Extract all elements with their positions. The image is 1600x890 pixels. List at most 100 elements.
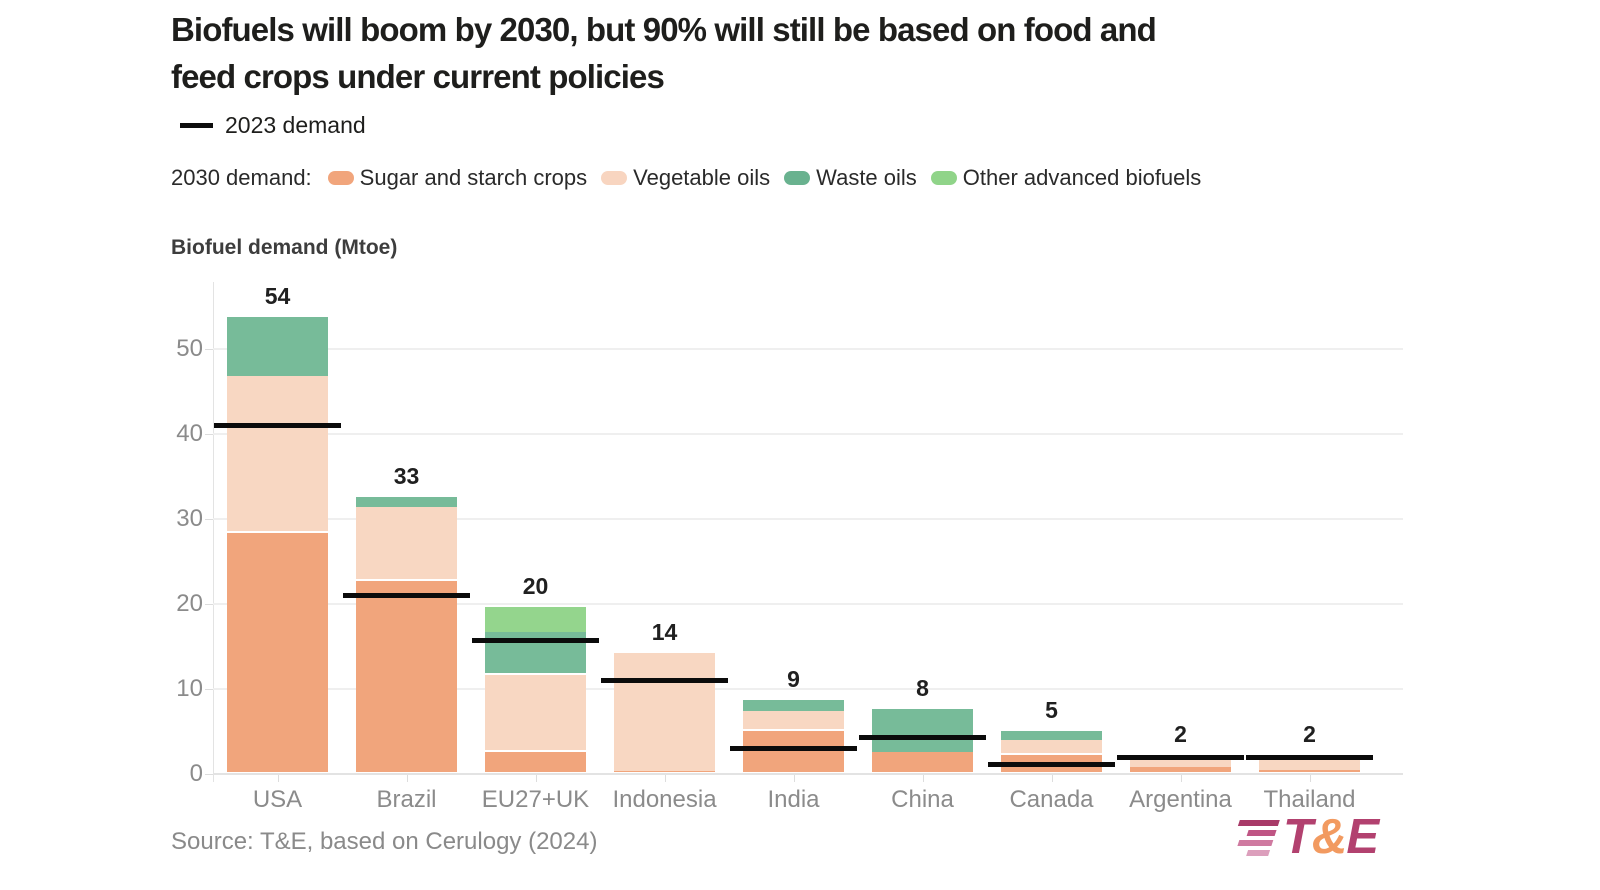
bar-total-label-Thailand: 2 [1303, 720, 1316, 747]
te-logo-stripe-0 [1237, 820, 1280, 826]
x-category-label-Canada: Canada [1009, 786, 1094, 813]
bar-segment-EU27+UK-0 [485, 751, 586, 772]
bar-segment-USA-0 [227, 533, 328, 772]
demand-2023-line-EU27+UK [472, 638, 599, 644]
y-tick-label-10: 10 [176, 675, 203, 702]
waste-oils-swatch [784, 171, 811, 185]
y-axis-title: Biofuel demand (Mtoe) [171, 236, 398, 259]
demand-2023-line-USA [214, 423, 341, 428]
te-logo-letter-e: E [1346, 810, 1379, 864]
te-logo-text: T&E [1282, 810, 1379, 864]
te-logo-stripe-3 [1246, 850, 1271, 856]
y-axis-line [213, 282, 214, 782]
bar-segment-USA-2 [227, 316, 328, 377]
bar-segment-China-0 [872, 751, 973, 772]
bar-total-label-USA: 54 [264, 282, 291, 309]
te-logo-letter-t: T [1282, 810, 1313, 864]
demand-2023-line-Argentina [1117, 755, 1244, 761]
x-category-label-Brazil: Brazil [376, 786, 437, 813]
y-tick-label-0: 0 [189, 760, 203, 787]
legend-2030-demand: 2030 demand: Sugar and starch crops Vege… [171, 165, 1201, 191]
y-tick-label-40: 40 [176, 420, 203, 447]
sugar-starch-swatch [327, 171, 354, 185]
x-tick-mark-China [922, 775, 924, 782]
y-tick-mark-30 [205, 519, 213, 520]
other-advanced-swatch [930, 171, 957, 185]
x-category-label-EU27+UK: EU27+UK [481, 786, 590, 813]
x-tick-mark-Canada [1051, 775, 1053, 782]
y-tick-label-50: 50 [176, 335, 203, 362]
bar-segment-India-2 [743, 700, 844, 712]
y-tick-mark-10 [205, 689, 213, 690]
x-category-label-Thailand: Thailand [1263, 786, 1356, 813]
demand-2023-line-China [859, 734, 986, 740]
y-tick-mark-50 [205, 349, 213, 350]
y-tick-mark-20 [205, 604, 213, 605]
gridline-30 [213, 518, 1403, 520]
bar-segment-USA-1 [227, 376, 328, 532]
bar-segment-China-2 [872, 708, 973, 752]
legend-2023-label: 2023 demand [225, 112, 366, 138]
gridline-20 [213, 603, 1403, 605]
bar-segment-Brazil-1 [356, 507, 457, 580]
gridline-50 [213, 348, 1403, 350]
legend-2023-demand: 2023 demand [180, 112, 366, 139]
legend-2030-prefix: 2030 demand: [171, 165, 312, 190]
chart-title: Biofuels will boom by 2030, but 90% will… [171, 6, 1431, 100]
demand-2023-line-Canada [988, 762, 1115, 768]
demand-line-swatch [180, 123, 213, 128]
y-tick-mark-40 [205, 434, 213, 435]
legend-item-sugar-starch: Sugar and starch crops [327, 165, 588, 191]
legend-item-vegetable-oils: Vegetable oils [601, 165, 770, 191]
chart-title-line2: feed crops under current policies [171, 58, 665, 95]
gridline-10 [213, 688, 1403, 690]
x-tick-mark-Thailand [1309, 775, 1311, 782]
bar-segment-Argentina-0 [1130, 767, 1231, 772]
gridline-40 [213, 433, 1403, 435]
x-tick-mark-USA [277, 775, 279, 782]
bar-segment-Indonesia-1 [614, 653, 715, 772]
bar-segment-Canada-2 [1001, 730, 1102, 740]
sugar-starch-label: Sugar and starch crops [359, 165, 588, 190]
bar-segment-Brazil-0 [356, 581, 457, 772]
bar-total-label-Canada: 5 [1045, 696, 1058, 723]
legend-item-other-advanced: Other advanced biofuels [930, 165, 1202, 191]
vegetable-oils-swatch [601, 171, 628, 185]
bar-total-label-Argentina: 2 [1174, 721, 1187, 748]
bar-total-label-China: 8 [916, 674, 929, 701]
te-logo-stripe-2 [1237, 840, 1274, 846]
chart-title-line1: Biofuels will boom by 2030, but 90% will… [171, 11, 1157, 48]
bar-segment-India-1 [743, 711, 844, 729]
bar-segment-Indonesia-0 [614, 771, 715, 772]
bar-segment-Thailand-1 [1259, 759, 1360, 770]
source-note: Source: T&E, based on Cerulogy (2024) [171, 828, 598, 855]
legend-item-waste-oils: Waste oils [784, 165, 917, 191]
x-tick-mark-Brazil [406, 775, 408, 782]
te-logo-ampersand: & [1311, 810, 1347, 864]
bar-segment-India-0 [743, 730, 844, 772]
y-tick-label-30: 30 [176, 505, 203, 532]
bar-total-label-Brazil: 33 [393, 462, 420, 489]
waste-oils-label: Waste oils [816, 165, 917, 190]
demand-2023-line-Brazil [343, 593, 470, 598]
y-tick-mark-0 [205, 774, 213, 775]
x-category-label-India: India [767, 786, 820, 813]
gridline-0 [213, 773, 1403, 775]
demand-2023-line-Indonesia [601, 678, 728, 683]
bar-total-label-EU27+UK: 20 [522, 573, 549, 600]
x-tick-mark-EU27+UK [535, 775, 537, 782]
x-category-label-China: China [891, 786, 954, 813]
bar-total-label-India: 9 [787, 666, 800, 693]
bar-segment-Thailand-0 [1259, 769, 1360, 772]
vegetable-oils-label: Vegetable oils [633, 165, 771, 190]
x-category-label-USA: USA [252, 786, 303, 813]
other-advanced-label: Other advanced biofuels [962, 165, 1202, 190]
demand-2023-line-India [730, 746, 857, 751]
bar-segment-Argentina-1 [1130, 755, 1231, 768]
x-tick-mark-Argentina [1180, 775, 1182, 782]
bar-segment-EU27+UK-1 [485, 675, 586, 750]
bar-segment-Brazil-2 [356, 496, 457, 508]
y-tick-label-20: 20 [176, 590, 203, 617]
